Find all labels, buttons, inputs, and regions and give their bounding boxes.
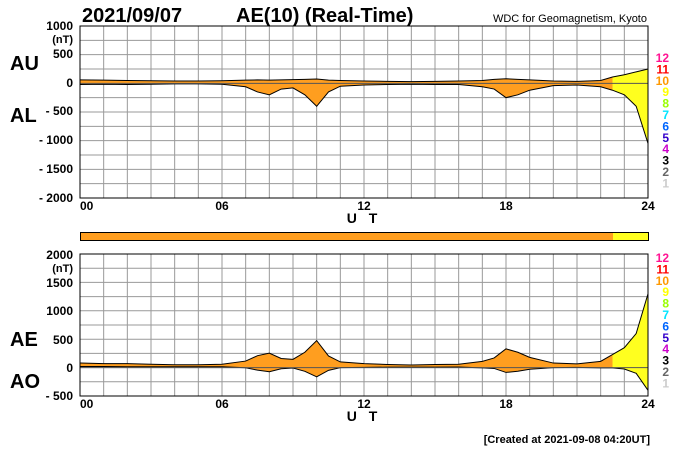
bottom-legend-entry: 10 bbox=[656, 274, 670, 288]
bottom-legend-entry: 12 bbox=[656, 251, 670, 265]
top-x-ticks: 00 06 12 18 24 bbox=[80, 199, 655, 213]
bottom-unit-label: (nT) bbox=[52, 263, 73, 275]
bottom-xtick: 12 bbox=[357, 397, 371, 411]
date-label: 2021/09/07 bbox=[82, 5, 182, 27]
top-legend-entry: 9 bbox=[662, 85, 669, 99]
bottom-series-ae-line bbox=[79, 293, 649, 366]
top-xtick: 12 bbox=[357, 199, 371, 213]
top-legend-entry: 2 bbox=[662, 165, 669, 179]
bottom-legend-entry: 5 bbox=[662, 331, 669, 345]
bottom-legend-entry: 6 bbox=[662, 319, 669, 333]
top-legend-entry: 11 bbox=[656, 62, 669, 76]
bottom-upper-label: AE bbox=[10, 329, 38, 351]
bottom-x-axis-label: U T bbox=[347, 408, 382, 424]
bottom-xtick: 06 bbox=[215, 397, 229, 411]
top-grid bbox=[80, 26, 648, 198]
top-legend-entry: 3 bbox=[662, 154, 669, 168]
bottom-x-ticks: 00 06 12 18 24 bbox=[80, 397, 655, 411]
top-legend-entry: 6 bbox=[662, 119, 669, 133]
top-legend-entry: 7 bbox=[662, 108, 669, 122]
top-legend-entry: 8 bbox=[662, 97, 669, 111]
top-legend-entry: 12 bbox=[656, 51, 670, 65]
top-unit-label: (nT) bbox=[52, 34, 73, 46]
top-ytick: - 500 bbox=[46, 104, 74, 118]
top-xtick: 18 bbox=[499, 199, 513, 213]
bottom-legend-entry: 9 bbox=[662, 285, 669, 299]
top-ytick: 500 bbox=[53, 47, 73, 61]
bottom-panel: AE AO (nT) 2000 1500 1000 500 0 - 500 00… bbox=[10, 248, 669, 424]
bottom-lower-label: AO bbox=[10, 371, 40, 393]
bottom-xtick: 24 bbox=[641, 397, 655, 411]
top-legend-entry: 10 bbox=[656, 74, 670, 88]
bottom-fill-recent bbox=[612, 293, 648, 391]
bottom-frame bbox=[79, 253, 649, 397]
top-upper-label: AU bbox=[10, 53, 39, 75]
bottom-grid bbox=[80, 254, 648, 396]
top-panel: AU AL (nT) 1000 500 0 - 500 - 1000 - 150… bbox=[10, 19, 669, 226]
bottom-ytick: 0 bbox=[66, 361, 73, 375]
data-quality-bar bbox=[80, 232, 649, 241]
bottom-legend-entry: 8 bbox=[662, 297, 669, 311]
top-series-al-line bbox=[79, 83, 649, 144]
bottom-area-fill bbox=[79, 293, 649, 391]
bottom-legend-entry: 7 bbox=[662, 308, 669, 322]
top-legend-entry: 5 bbox=[662, 131, 669, 145]
quality-bar-recent bbox=[613, 233, 648, 240]
top-xtick: 24 bbox=[641, 199, 655, 213]
top-x-axis-label: U T bbox=[347, 210, 382, 226]
top-fill-recent bbox=[612, 69, 648, 144]
top-legend-entry: 4 bbox=[662, 142, 669, 156]
quality-bar-main bbox=[81, 233, 613, 240]
top-ytick: 0 bbox=[66, 76, 73, 90]
top-frame bbox=[79, 25, 649, 199]
bottom-ytick: - 500 bbox=[46, 389, 74, 403]
top-ytick: 1000 bbox=[46, 19, 73, 33]
bottom-legend-entry: 4 bbox=[662, 342, 669, 356]
top-series-au-line bbox=[79, 68, 649, 83]
top-ytick: - 1500 bbox=[39, 162, 73, 176]
quality-bar-frame bbox=[80, 232, 649, 241]
bottom-xtick: 18 bbox=[499, 397, 513, 411]
source-label: WDC for Geomagnetism, Kyoto bbox=[493, 13, 647, 25]
bottom-legend-entry: 3 bbox=[662, 354, 669, 368]
bottom-ytick: 500 bbox=[53, 333, 73, 347]
created-timestamp: [Created at 2021-09-08 04:20UT] bbox=[484, 434, 651, 446]
bottom-legend-entry: 11 bbox=[656, 262, 669, 276]
top-lower-label: AL bbox=[10, 105, 37, 127]
bottom-ytick: 1000 bbox=[46, 304, 73, 318]
top-xtick: 06 bbox=[215, 199, 229, 213]
top-legend-entry: 1 bbox=[662, 176, 669, 190]
chart-title: AE(10) (Real-Time) bbox=[236, 5, 413, 27]
bottom-ytick: 2000 bbox=[46, 248, 73, 262]
top-y-ticks: 1000 500 0 - 500 - 1000 - 1500 - 2000 bbox=[39, 19, 73, 205]
top-ytick: - 1000 bbox=[39, 133, 73, 147]
bottom-xtick: 00 bbox=[80, 397, 94, 411]
top-xtick: 00 bbox=[80, 199, 94, 213]
bottom-fill-main bbox=[80, 340, 613, 377]
bottom-y-ticks: 2000 1500 1000 500 0 - 500 bbox=[46, 248, 74, 403]
top-ytick: - 2000 bbox=[39, 191, 73, 205]
top-area-fill bbox=[79, 68, 649, 144]
bottom-legend-entry: 2 bbox=[662, 365, 669, 379]
bottom-legend-entry: 1 bbox=[662, 376, 669, 390]
top-fill-main bbox=[80, 77, 613, 107]
bottom-ytick: 1500 bbox=[46, 276, 73, 290]
